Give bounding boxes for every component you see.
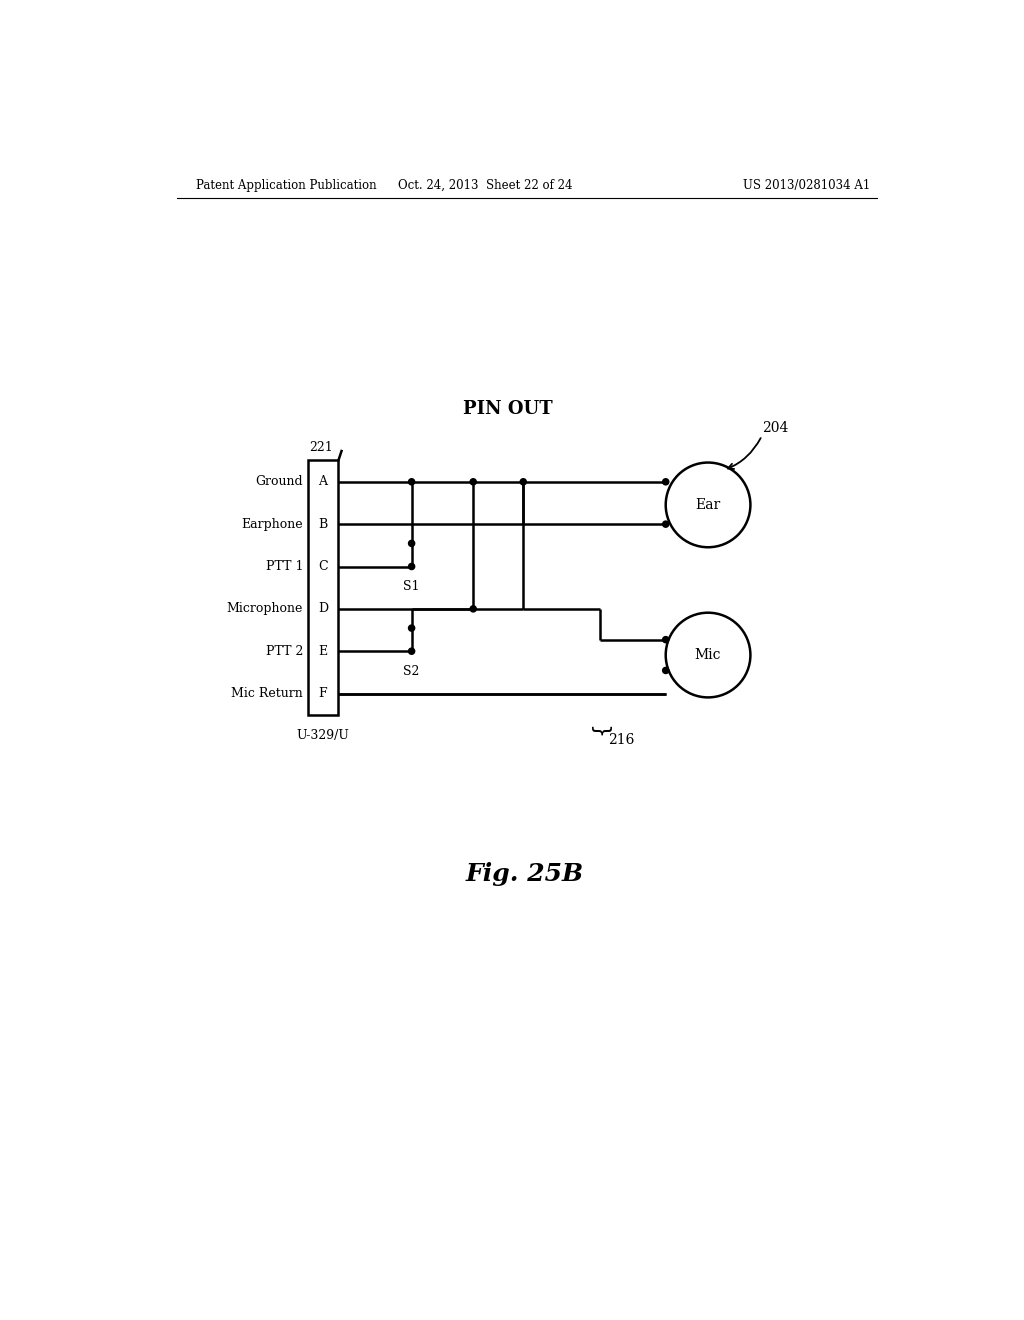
Circle shape bbox=[663, 636, 669, 643]
Circle shape bbox=[666, 612, 751, 697]
Text: F: F bbox=[318, 686, 328, 700]
Text: E: E bbox=[318, 644, 328, 657]
Text: US 2013/0281034 A1: US 2013/0281034 A1 bbox=[742, 178, 869, 191]
Text: A: A bbox=[318, 475, 328, 488]
Text: Ear: Ear bbox=[695, 498, 721, 512]
Text: C: C bbox=[318, 560, 328, 573]
Text: Microphone: Microphone bbox=[226, 602, 303, 615]
Text: 204: 204 bbox=[762, 421, 788, 434]
Text: Fig. 25B: Fig. 25B bbox=[466, 862, 584, 887]
Text: Oct. 24, 2013  Sheet 22 of 24: Oct. 24, 2013 Sheet 22 of 24 bbox=[397, 178, 572, 191]
Bar bbox=[307, 461, 339, 715]
Text: U-329/U: U-329/U bbox=[297, 729, 349, 742]
Text: PTT 1: PTT 1 bbox=[265, 560, 303, 573]
Text: $\}$: $\}$ bbox=[589, 722, 612, 735]
Text: Ground: Ground bbox=[255, 475, 303, 488]
Circle shape bbox=[409, 479, 415, 484]
Circle shape bbox=[470, 606, 476, 612]
Circle shape bbox=[666, 462, 751, 548]
Circle shape bbox=[470, 479, 476, 484]
Text: Mic: Mic bbox=[695, 648, 721, 663]
Circle shape bbox=[409, 648, 415, 655]
Circle shape bbox=[663, 479, 669, 484]
Text: 221: 221 bbox=[309, 441, 333, 454]
Text: Patent Application Publication: Patent Application Publication bbox=[196, 178, 377, 191]
Text: S2: S2 bbox=[403, 665, 420, 678]
Text: S1: S1 bbox=[403, 581, 420, 594]
Circle shape bbox=[663, 521, 669, 527]
Text: D: D bbox=[318, 602, 328, 615]
Circle shape bbox=[663, 668, 669, 673]
Text: 216: 216 bbox=[608, 733, 634, 747]
Text: Earphone: Earphone bbox=[242, 517, 303, 531]
Text: Mic Return: Mic Return bbox=[231, 686, 303, 700]
Text: B: B bbox=[318, 517, 328, 531]
Circle shape bbox=[409, 540, 415, 546]
Text: PTT 2: PTT 2 bbox=[265, 644, 303, 657]
Text: PIN OUT: PIN OUT bbox=[463, 400, 553, 418]
Circle shape bbox=[520, 479, 526, 484]
Circle shape bbox=[409, 626, 415, 631]
Circle shape bbox=[409, 564, 415, 570]
